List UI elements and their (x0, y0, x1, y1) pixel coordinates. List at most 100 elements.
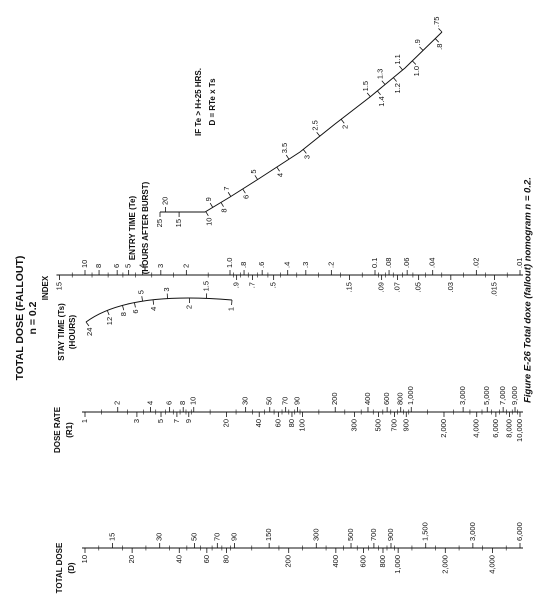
tick-label: 2,000 (439, 419, 448, 438)
tick-label: 5 (136, 290, 145, 294)
dose-rate-label: DOSE RATE (53, 406, 62, 453)
tick-label: 6,000 (515, 522, 524, 541)
tick-label: 7 (172, 419, 181, 423)
tick-label: 50 (265, 397, 274, 405)
tick-mark (439, 28, 442, 32)
tick-label: 20 (127, 555, 136, 563)
tick-label: 10,000 (515, 419, 524, 442)
tick-label: 25 (155, 219, 164, 227)
tick-mark (228, 192, 231, 196)
tick-mark (107, 310, 109, 315)
tick-label: 2 (113, 401, 122, 405)
tick-mark (243, 189, 246, 193)
tick-label: .15 (344, 282, 353, 292)
tick-label: 0.1 (370, 258, 379, 268)
tick-label: 70 (212, 533, 221, 541)
tick-label: .015 (489, 282, 498, 297)
tick-label: 8,000 (504, 419, 513, 438)
tick-label: .05 (414, 282, 423, 292)
tick-label: 6 (241, 195, 250, 199)
tick-label: .03 (446, 282, 455, 292)
tick-label: 30 (241, 397, 250, 405)
total-dose-label: TOTAL DOSE (55, 542, 64, 593)
tick-label: 8 (119, 312, 128, 316)
tick-label: 2,000 (440, 555, 449, 574)
tick-mark (221, 202, 224, 206)
tick-label: 500 (346, 528, 355, 541)
tick-label: 5 (249, 169, 258, 173)
tick-label: 20 (221, 419, 230, 427)
tick-label: 80 (221, 555, 230, 563)
tick-label: 1.2 (393, 83, 402, 93)
tick-label: 1.0 (412, 66, 421, 76)
tick-mark (303, 149, 306, 153)
tick-label: .9 (232, 282, 241, 288)
tick-label: 6 (131, 309, 140, 313)
tick-label: 90 (229, 533, 238, 541)
tick-mark (341, 119, 344, 123)
tick-label: 2.5 (310, 120, 319, 130)
tick-label: 4 (276, 173, 285, 177)
stay-time-unit: (HOURS) (68, 315, 77, 350)
tick-label: 6 (112, 264, 121, 268)
tick-label: 6,000 (491, 419, 500, 438)
tick-label: 1,000 (393, 555, 402, 574)
tick-label: .3 (301, 262, 310, 268)
tick-label: 200 (284, 555, 293, 568)
tick-label: .01 (515, 258, 524, 268)
tick-label: 6 (165, 401, 174, 405)
tick-label: 3 (132, 419, 141, 423)
tick-label: 3,000 (468, 522, 477, 541)
tick-mark (255, 175, 258, 179)
tick-label: 1.0 (225, 258, 234, 268)
tick-mark (435, 39, 438, 43)
tick-label: 8 (94, 264, 103, 268)
title: TOTAL DOSE (FALLOUT) (14, 256, 26, 381)
tick-label: 400 (331, 555, 340, 568)
tick-label: 600 (358, 555, 367, 568)
tick-label: 15 (174, 219, 183, 227)
tick-label: 3 (303, 155, 312, 159)
tick-label: .02 (471, 258, 480, 268)
tick-label: 60 (202, 555, 211, 563)
tick-label: .5 (269, 282, 278, 288)
tick-label: 12 (105, 317, 114, 325)
tick-label: .07 (392, 282, 401, 292)
stay-time-label: STAY TIME (Ts) (57, 303, 66, 361)
tick-label: 4 (149, 307, 158, 311)
tick-label: 24 (85, 328, 94, 336)
note-line: D = RTe x Ts (208, 78, 217, 126)
tick-label: 4 (138, 264, 147, 268)
tick-label: 1,000 (406, 386, 415, 405)
tick-label: 2 (185, 305, 194, 309)
tick-label: 50 (189, 533, 198, 541)
tick-mark (367, 93, 370, 97)
tick-label: .75 (432, 17, 441, 27)
tick-label: 3.5 (280, 143, 289, 153)
tick-label: .4 (283, 262, 292, 268)
tick-label: 10 (189, 397, 198, 405)
tick-label: 1.5 (202, 281, 211, 291)
tick-label: .8 (239, 262, 248, 268)
tick-mark (210, 203, 213, 207)
tick-label: 5,000 (482, 386, 491, 405)
tick-label: 20 (160, 197, 169, 205)
tick-mark (277, 167, 280, 171)
tick-label: 800 (378, 555, 387, 568)
tick-label: 500 (373, 419, 382, 432)
tick-label: .2 (326, 262, 335, 268)
tick-mark (420, 47, 423, 51)
tick-label: 7 (222, 186, 231, 190)
tick-label: 100 (297, 419, 306, 432)
tick-label: 1.4 (377, 96, 386, 106)
tick-label: 400 (363, 392, 372, 405)
tick-mark (399, 66, 402, 70)
tick-label: .8 (435, 44, 444, 50)
tick-label: 700 (389, 419, 398, 432)
tick-label: 5 (124, 264, 133, 268)
tick-label: 900 (386, 528, 395, 541)
tick-label: 3 (156, 264, 165, 268)
entry-time-unit: (HOURS AFTER BURST) (141, 181, 150, 274)
tick-label: 4 (145, 401, 154, 405)
